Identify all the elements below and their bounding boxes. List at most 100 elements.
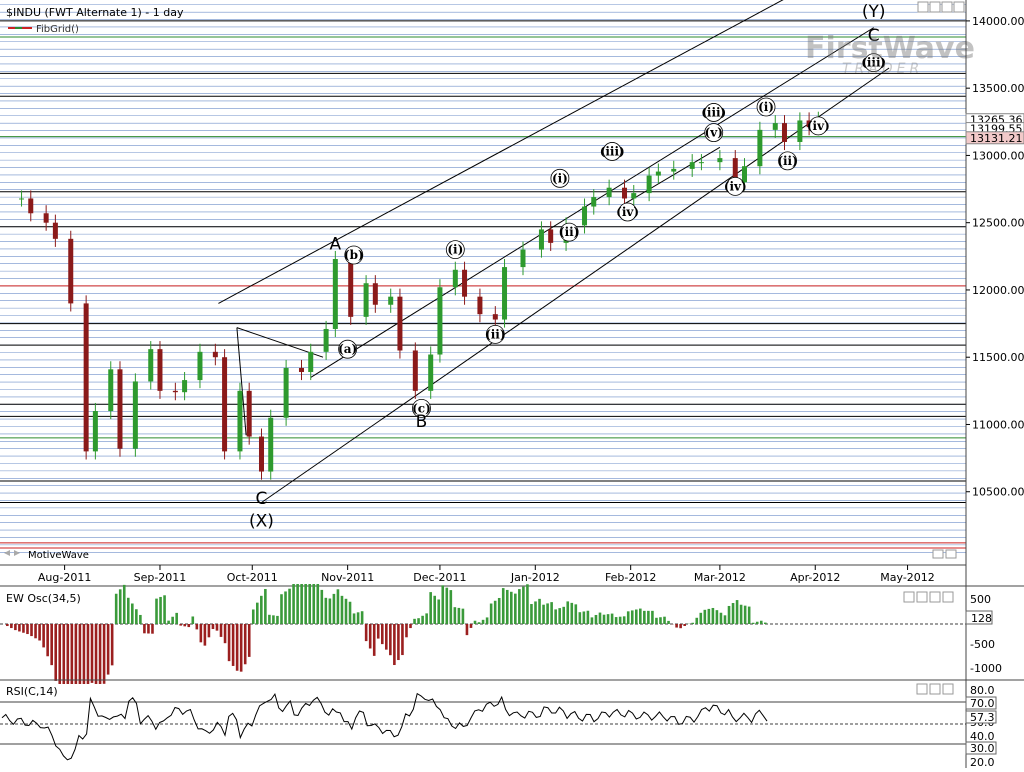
zoom-in-icon[interactable] <box>933 550 943 558</box>
price-tick-label: 13500.00 <box>972 82 1024 95</box>
osc-bar <box>450 590 453 624</box>
osc-bar <box>292 584 295 624</box>
main-panel-bg <box>0 0 966 565</box>
osc-bar <box>659 617 662 624</box>
osc-bar <box>623 616 626 624</box>
rsi-up-icon[interactable] <box>917 684 927 694</box>
osc-bar <box>38 624 41 641</box>
osc-bar <box>232 624 235 666</box>
rsi-restore-icon[interactable] <box>930 684 940 694</box>
date-tick-label: Nov-2011 <box>321 571 374 584</box>
price-tick-label: 11500.00 <box>972 351 1024 364</box>
rsi-close-icon[interactable] <box>943 684 953 694</box>
osc-bar <box>445 588 448 624</box>
osc-bar <box>486 617 489 624</box>
osc-bar <box>405 624 408 637</box>
osc-bar <box>498 598 501 624</box>
osc-bar <box>155 599 158 624</box>
osc-bar <box>196 624 199 629</box>
wave-label: (iv) <box>807 119 830 133</box>
osc-bar <box>458 608 461 624</box>
osc-bar <box>478 622 481 624</box>
candle <box>397 289 402 359</box>
price-tick-label: 14000.00 <box>972 15 1024 28</box>
close-icon[interactable] <box>954 2 964 12</box>
osc-bar <box>381 624 384 644</box>
osc-bar <box>333 594 336 624</box>
osc-bar <box>752 623 755 624</box>
osc-bar <box>316 584 319 624</box>
osc-panel-title: EW Osc(34,5) <box>6 592 81 605</box>
osc-bar <box>325 598 328 624</box>
osc-bar <box>268 615 271 624</box>
price-badge-label: 13131.21 <box>970 132 1023 145</box>
osc-restore-icon[interactable] <box>930 592 940 602</box>
osc-bar <box>58 624 61 684</box>
osc-bar <box>123 585 126 624</box>
osc-bar <box>71 624 74 684</box>
candle <box>68 231 73 312</box>
osc-bar <box>216 624 219 631</box>
date-tick-label: Dec-2011 <box>413 571 466 584</box>
date-tick-label: Oct-2011 <box>227 571 278 584</box>
osc-bar <box>695 618 698 624</box>
osc-close-icon[interactable] <box>943 592 953 602</box>
osc-bar <box>732 603 735 624</box>
expand-up-icon[interactable] <box>918 2 928 12</box>
osc-bar <box>429 592 432 624</box>
main-panel-title: $INDU (FWT Alternate 1) - 1 day <box>6 6 184 19</box>
osc-bar <box>179 624 182 626</box>
osc-bar <box>454 607 457 624</box>
osc-bar <box>288 589 291 624</box>
rsi-panel-controls[interactable] <box>917 684 953 694</box>
osc-bar <box>647 611 650 624</box>
wave-label: (ii) <box>485 327 505 341</box>
osc-bar <box>514 594 517 624</box>
osc-up-icon[interactable] <box>904 592 914 602</box>
candle <box>237 383 242 460</box>
osc-down-icon[interactable] <box>917 592 927 602</box>
osc-bar <box>542 605 545 624</box>
osc-bar <box>300 584 303 624</box>
wave-label: (X) <box>249 512 274 532</box>
osc-bar <box>470 624 473 628</box>
osc-bar <box>643 611 646 624</box>
wave-label: (i) <box>447 243 463 257</box>
osc-bar <box>679 624 682 628</box>
candle <box>93 403 98 460</box>
expand-down-icon[interactable] <box>930 2 940 12</box>
osc-bar <box>159 597 162 624</box>
osc-bar <box>353 613 356 624</box>
osc-panel-controls[interactable] <box>904 592 953 602</box>
osc-bar <box>171 617 174 624</box>
osc-bar <box>244 624 247 664</box>
candle <box>284 360 289 426</box>
osc-bar <box>607 614 610 624</box>
zoom-out-icon[interactable] <box>946 550 956 558</box>
osc-bar <box>595 615 598 624</box>
candle <box>437 279 442 362</box>
osc-bar <box>34 624 37 638</box>
price-axis: 10500.0011000.0011500.0012000.0012500.00… <box>966 15 1024 499</box>
wave-label: (a) <box>338 342 357 356</box>
osc-bar <box>321 590 324 624</box>
wave-label: (iv) <box>616 205 639 219</box>
osc-bar <box>345 599 348 624</box>
osc-bar <box>312 584 315 624</box>
osc-bar <box>635 609 638 624</box>
osc-bar <box>546 603 549 624</box>
osc-bar <box>421 616 424 624</box>
osc-bar <box>167 621 170 624</box>
restore-icon[interactable] <box>942 2 952 12</box>
price-tick-label: 10500.00 <box>972 486 1024 499</box>
osc-bar <box>208 624 211 637</box>
osc-bar <box>143 624 146 633</box>
osc-bar <box>304 584 307 624</box>
osc-bar <box>135 609 138 624</box>
svg-text:20.0: 20.0 <box>970 756 995 768</box>
osc-bar <box>115 594 118 624</box>
price-tick-label: 12500.00 <box>972 217 1024 230</box>
candle <box>108 361 113 419</box>
osc-bar <box>667 621 670 624</box>
